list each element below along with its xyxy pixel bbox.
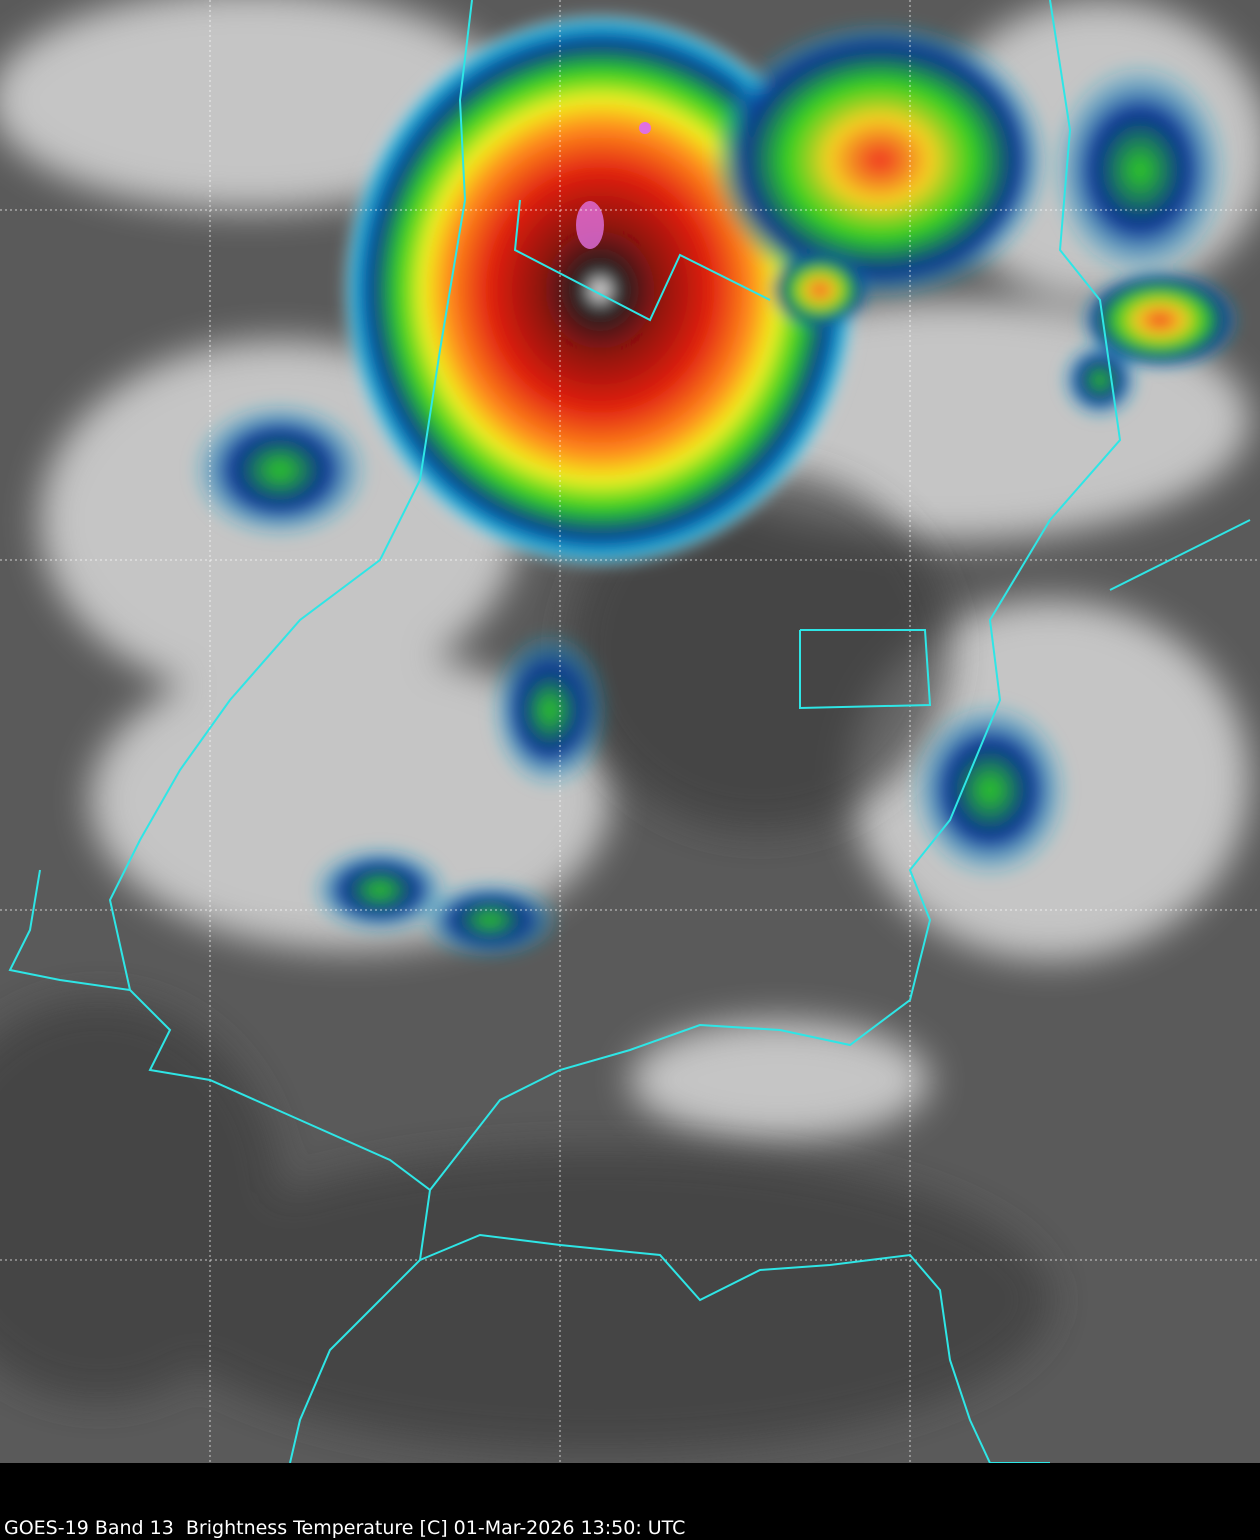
caption: GOES-19 Band 13 Brightness Temperature [… (4, 1517, 685, 1539)
borders (8, 0, 1251, 1464)
imagery (0, 0, 1260, 1463)
graticule (0, 0, 1260, 1463)
caption-bar (0, 1463, 1260, 1540)
